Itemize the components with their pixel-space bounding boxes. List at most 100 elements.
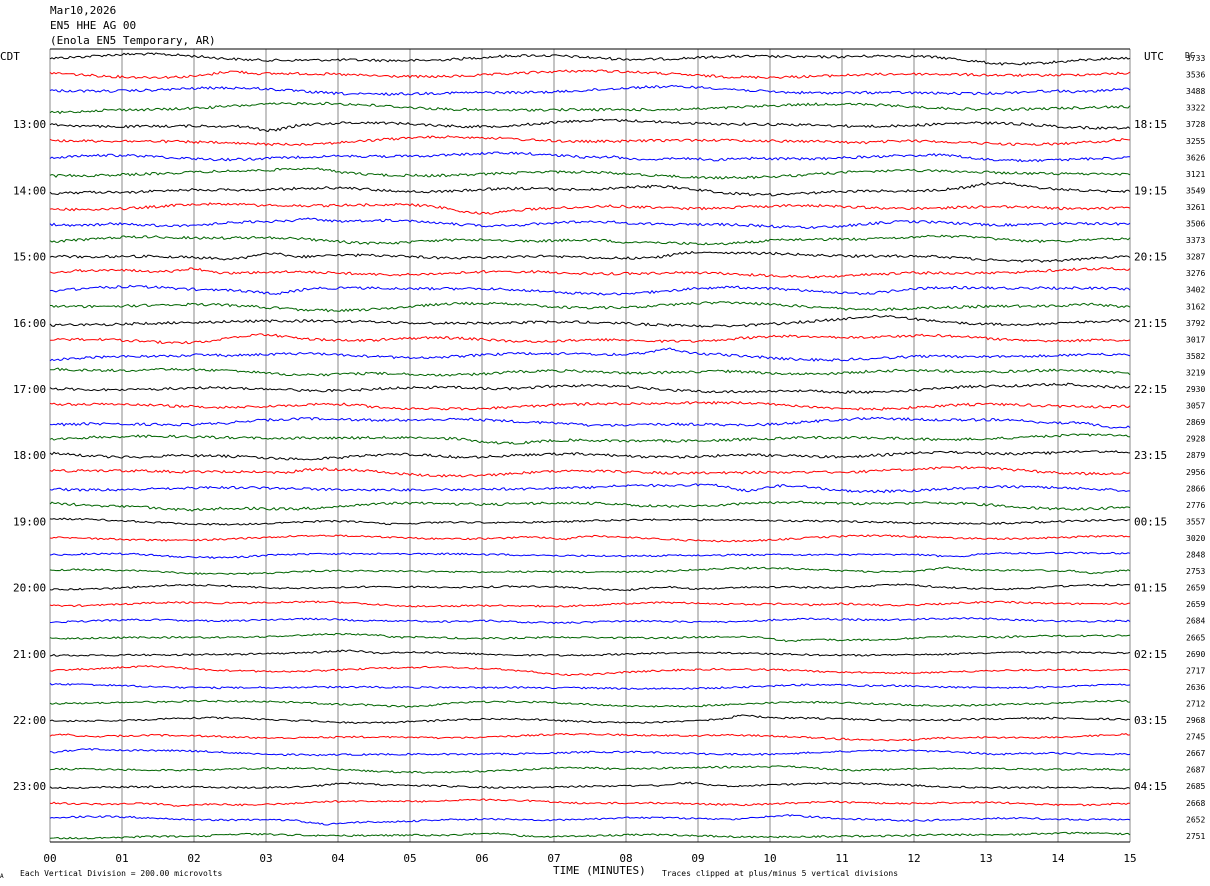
trace-line [49,814,1131,826]
dc-offset-label: 3506 [1186,220,1205,229]
trace-line [49,151,1131,163]
x-tick-label: 08 [619,852,632,865]
trace-line [49,135,1131,147]
trace-line [50,301,1131,313]
trace-line [49,52,1131,66]
left-hour-label: 13:00 [13,118,46,131]
trace-line [49,234,1131,246]
right-hour-labels: 18:15 19:15 20:15 21:15 22:15 23:15 00:15 01:15… [1134,118,1167,793]
left-hour-label: 23:00 [13,780,46,793]
trace-line [49,732,1131,742]
dc-offset-label: 2776 [1186,501,1205,510]
dc-offset-label: 2687 [1186,766,1205,775]
x-tick-label: 02 [187,852,200,865]
dc-offset-label: 2684 [1186,617,1205,626]
trace-line [49,682,1131,690]
dc-offset-label: 3121 [1186,170,1205,179]
dc-offset-label: 2956 [1186,468,1205,477]
dc-offset-label: 3219 [1186,368,1205,377]
trace-line [49,566,1131,576]
dc-offset-label: 2659 [1186,584,1205,593]
dc-offset-label: 2930 [1186,385,1205,394]
dc-offset-label: 2668 [1186,799,1205,808]
left-hour-labels: 13:00 14:00 15:00 16:00 17:00 18:00 19:00 20:00… [13,118,46,793]
trace-line [49,500,1131,512]
dc-offset-label: 2848 [1186,551,1205,560]
dc-offset-label: 2659 [1186,600,1205,609]
dc-offset-label: 3057 [1186,402,1205,411]
dc-offset-label: 3255 [1186,137,1205,146]
dc-offset-label: 3792 [1186,319,1205,328]
trace-line [49,517,1131,526]
dc-offset-label: 3373 [1186,236,1205,245]
left-hour-label: 17:00 [13,383,46,396]
trace-line [49,167,1131,180]
x-tick-label: 07 [547,852,560,865]
x-axis-ticks: 00 01 02 03 04 05 06 07 08 09 10 11 12 13 14 15 [43,852,1136,865]
dc-offset-label: 2717 [1186,666,1205,675]
dc-offset-label: 3728 [1186,120,1205,129]
dc-offset-label: 3557 [1186,517,1205,526]
trace-line [49,84,1131,96]
dc-offset-label: 3287 [1186,253,1205,262]
dc-offset-label: 3261 [1186,203,1205,212]
trace-line [49,781,1131,790]
dc-offset-label: 2652 [1186,815,1205,824]
right-hour-label: 04:15 [1134,780,1167,793]
trace-line [49,699,1130,709]
right-hour-label: 22:15 [1134,383,1167,396]
trace-line [49,465,1131,478]
dc-offset-label: 2745 [1186,733,1205,742]
x-tick-label: 09 [691,852,704,865]
left-hour-label: 22:00 [13,714,46,727]
grid-lines [49,48,1131,843]
trace-line [49,69,1131,80]
dc-offset-label: 2665 [1186,633,1205,642]
trace-line [49,665,1131,676]
right-hour-label: 02:15 [1134,648,1167,661]
left-hour-label: 18:00 [13,449,46,462]
station-location: (Enola EN5 Temporary, AR) [50,34,216,47]
trace-line [49,217,1131,229]
x-tick-label: 15 [1123,852,1136,865]
trace-line [49,382,1131,395]
trace-line [49,400,1131,411]
trace-line [49,600,1131,608]
dc-offset-label: 2968 [1186,716,1205,725]
x-tick-label: 14 [1051,852,1065,865]
chart-date: Mar10,2026 [50,4,117,17]
left-hour-label: 19:00 [13,515,46,528]
dc-offset-label: 3549 [1186,186,1205,195]
x-tick-label: 13 [979,852,992,865]
right-hour-label: 21:15 [1134,317,1167,330]
seismic-traces [49,52,1131,840]
trace-line [49,250,1131,263]
right-hour-label: 23:15 [1134,449,1167,462]
right-hour-label: 20:15 [1134,251,1167,264]
dc-offset-labels: 3733 3536 3488 3322 3728 3255 3626 3121 3549 3261… [1186,54,1205,841]
dc-offset-label: 3626 [1186,153,1205,162]
dc-offset-label: 3536 [1186,71,1205,80]
dc-offset-label: 3488 [1186,87,1205,96]
dc-offset-label: 2685 [1186,782,1205,791]
dc-offset-label: 2667 [1186,749,1205,758]
x-tick-label: 04 [331,852,345,865]
left-hour-label: 14:00 [13,184,46,197]
trace-line [50,367,1131,377]
trace-line [49,765,1131,774]
dc-offset-label: 3322 [1186,104,1205,113]
left-hour-label: 20:00 [13,582,46,595]
right-hour-label: 19:15 [1134,184,1167,197]
dc-offset-label: 3582 [1186,352,1205,361]
dc-offset-label: 2866 [1186,484,1205,493]
trace-line [49,534,1131,543]
dc-offset-label: 2928 [1186,435,1205,444]
trace-line [49,551,1131,559]
dc-offset-label: 2869 [1186,418,1205,427]
dc-offset-label: 3020 [1186,534,1205,543]
trace-line [49,632,1131,643]
x-tick-label: 05 [403,852,416,865]
right-hour-label: 01:15 [1134,582,1167,595]
right-axis-label: UTC [1144,50,1164,63]
dc-offset-label: 2690 [1186,650,1205,659]
